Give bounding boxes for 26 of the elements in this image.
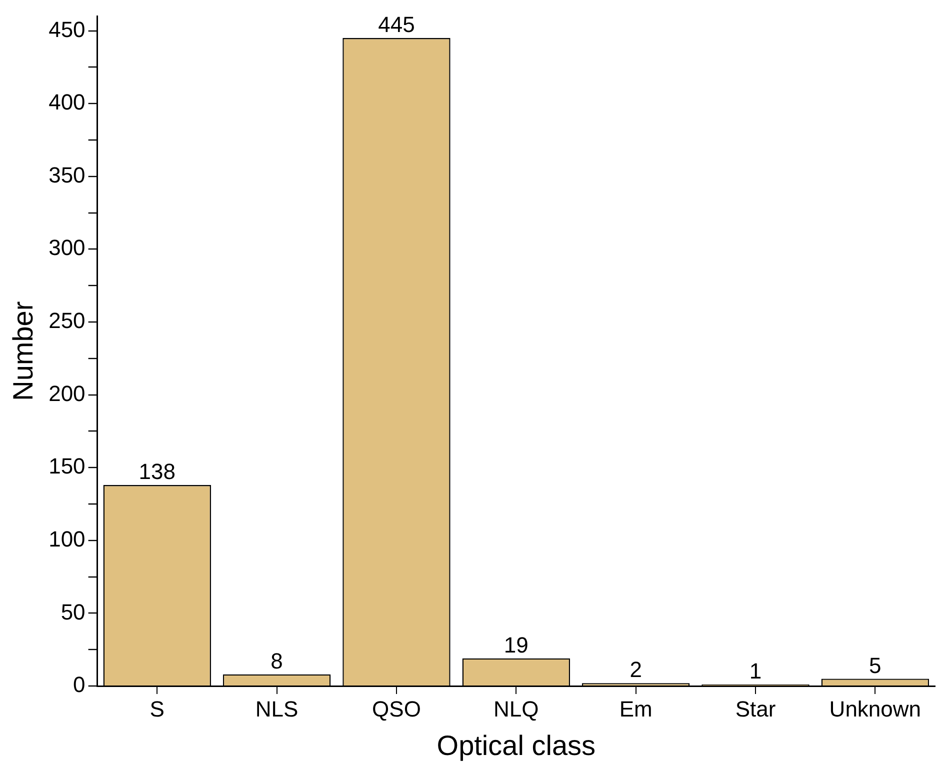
x-tick-label: Unknown — [829, 696, 922, 722]
y-tick-label: 250 — [48, 308, 86, 334]
data-label: 8 — [270, 648, 283, 674]
data-label: 445 — [378, 12, 415, 38]
y-tick-label: 450 — [48, 16, 86, 42]
x-tick-label: NLS — [255, 696, 298, 722]
x-tick-label: Em — [619, 696, 652, 722]
y-tick-label: 200 — [48, 380, 86, 406]
data-label: 5 — [869, 652, 882, 678]
x-tick-label: QSO — [372, 696, 421, 722]
data-label: 138 — [138, 459, 176, 484]
x-tick-label: S — [150, 696, 164, 722]
data-label: 2 — [630, 657, 642, 682]
x-tick-label: NLQ — [494, 696, 539, 722]
x-axis-title: Optical class — [436, 730, 596, 761]
y-tick-label: 150 — [48, 454, 86, 479]
y-tick-label: 300 — [48, 235, 86, 260]
y-tick-label: 350 — [48, 162, 86, 188]
y-axis-title: Number — [8, 301, 39, 401]
y-tick-label: 100 — [48, 526, 86, 552]
y-tick-label: 0 — [73, 672, 86, 698]
y-tick-label: 50 — [60, 599, 86, 624]
data-label: 1 — [749, 658, 762, 684]
x-tick-label: Star — [735, 696, 776, 722]
y-tick-label: 400 — [48, 90, 86, 115]
data-label: 19 — [504, 632, 528, 658]
